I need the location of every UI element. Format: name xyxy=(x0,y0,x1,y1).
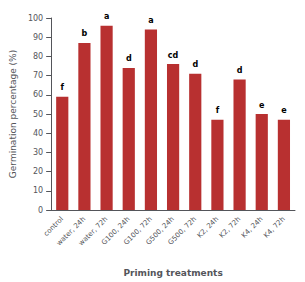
svg-text:90: 90 xyxy=(33,33,43,42)
svg-text:e: e xyxy=(281,106,287,115)
svg-text:20: 20 xyxy=(33,167,43,176)
svg-text:f: f xyxy=(61,83,65,92)
svg-text:60: 60 xyxy=(33,90,43,99)
svg-text:K4, 24h: K4, 24h xyxy=(240,215,265,240)
svg-text:control: control xyxy=(42,215,66,238)
svg-text:50: 50 xyxy=(33,110,43,119)
svg-text:G500, 72h: G500, 72h xyxy=(167,215,198,246)
svg-text:K2, 24h: K2, 24h xyxy=(196,215,221,240)
svg-text:Germination percentage (%): Germination percentage (%) xyxy=(8,50,18,178)
svg-text:e: e xyxy=(259,101,265,110)
svg-text:40: 40 xyxy=(33,129,43,138)
svg-text:a: a xyxy=(104,12,109,21)
svg-text:G500, 24h: G500, 24h xyxy=(144,215,176,247)
svg-text:80: 80 xyxy=(33,52,43,61)
svg-text:cd: cd xyxy=(168,51,179,60)
svg-text:Priming treatments: Priming treatments xyxy=(123,268,222,278)
svg-text:water, 72h: water, 72h xyxy=(77,215,110,248)
svg-text:d: d xyxy=(126,54,132,63)
svg-text:K4, 72h: K4, 72h xyxy=(262,215,287,240)
svg-text:G100, 72h: G100, 72h xyxy=(122,215,154,247)
svg-text:10: 10 xyxy=(33,186,43,195)
svg-text:b: b xyxy=(82,29,88,38)
svg-text:K2, 72h: K2, 72h xyxy=(218,215,243,240)
svg-text:a: a xyxy=(148,16,153,25)
svg-text:f: f xyxy=(216,106,220,115)
svg-text:100: 100 xyxy=(28,14,43,23)
svg-text:70: 70 xyxy=(33,71,43,80)
svg-text:water, 24h: water, 24h xyxy=(55,215,88,248)
svg-text:G100, 24h: G100, 24h xyxy=(100,215,132,247)
svg-text:0: 0 xyxy=(38,206,43,215)
svg-text:d: d xyxy=(237,66,243,75)
svg-text:30: 30 xyxy=(33,148,43,157)
svg-text:d: d xyxy=(192,60,198,69)
